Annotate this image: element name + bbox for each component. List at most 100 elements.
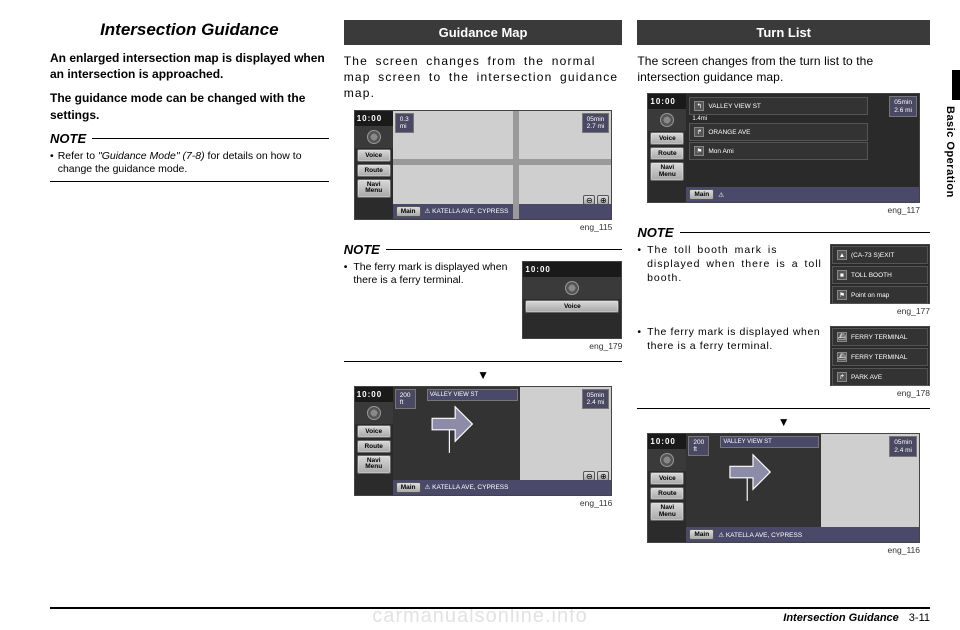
ferry-note-2: • The ferry mark is displayed when there…: [637, 326, 930, 386]
voice-button[interactable]: Voice: [525, 300, 619, 313]
route-button[interactable]: Route: [357, 164, 391, 177]
compass-icon: [355, 402, 393, 424]
street-badge: VALLEY VIEW ST: [720, 436, 819, 448]
rule: [344, 361, 623, 362]
turn-icon: ↰: [694, 101, 704, 111]
bottom-warn: ⚠: [718, 191, 724, 199]
dist-badge: 0.3 mi: [395, 113, 414, 133]
caption: eng_115: [354, 222, 613, 232]
footer-page: 3-11: [909, 612, 930, 624]
screenshot-guidance-2: 10:00 Voice Route Navi Menu 200 ft VALLE…: [354, 386, 613, 496]
voice-button[interactable]: Voice: [650, 472, 684, 485]
screenshot-turnlist-2: 10:00 Voice Route Navi Menu 200 ft VALLE…: [647, 433, 920, 543]
shield-icon: ▲: [837, 250, 847, 260]
bullet: •: [637, 326, 641, 338]
column-3: Turn List The screen changes from the tu…: [637, 20, 930, 565]
caption: eng_116: [647, 545, 920, 555]
bottom-street: ⚠ KATELLA AVE, CYPRESS: [425, 483, 509, 491]
ferry-note-text: The ferry mark is displayed when there i…: [647, 326, 824, 353]
ferry-note: • The ferry mark is displayed when there…: [344, 261, 623, 339]
turn-icon: ↱: [837, 372, 847, 382]
down-arrow-icon: ▼: [344, 368, 623, 382]
bullet: •: [344, 261, 348, 273]
compass-icon: [355, 126, 393, 148]
ferry-icon: ⛴: [837, 332, 847, 342]
rule: [637, 408, 930, 409]
main-button[interactable]: Main: [689, 189, 714, 200]
screenshot-toll: ▲(CA-73 S)EXIT ■TOLL BOOTH ⚑Point on map: [830, 244, 930, 304]
eta-badge: 05min 2.4 mi: [889, 436, 917, 456]
turn-list-text: The screen changes from the turn list to…: [637, 53, 930, 85]
screenshot-guidance-1: 10:00 Voice Route Navi Menu 0.3 mi 05min…: [354, 110, 613, 220]
page-content: Intersection Guidance An enlarged inters…: [0, 0, 960, 575]
caption: eng_117: [647, 205, 920, 215]
note-heading: NOTE: [344, 242, 623, 257]
row-dist: 1.4mi: [688, 116, 869, 122]
note-text: Refer to "Guidance Mode" (7-8) for detai…: [58, 150, 329, 177]
eta-badge: 05min 2.4 mi: [582, 389, 610, 409]
turn-icon: ↱: [694, 127, 704, 137]
turn-arrow-icon: [405, 401, 494, 459]
section-title: Intersection Guidance: [50, 20, 329, 40]
route-button[interactable]: Route: [650, 487, 684, 500]
main-button[interactable]: Main: [396, 206, 421, 217]
screenshot-ferry-2: ⛴FERRY TERMINAL ⛴FERRY TERMINAL ↱PARK AV…: [830, 326, 930, 386]
caption: eng_178: [637, 388, 930, 398]
bullet: •: [50, 150, 54, 177]
page-footer: Intersection Guidance 3-11: [50, 607, 930, 624]
column-2: Guidance Map The screen changes from the…: [344, 20, 623, 565]
voice-button[interactable]: Voice: [357, 149, 391, 162]
toll-note: • The toll booth mark is displayed when …: [637, 244, 930, 304]
guidance-map-header: Guidance Map: [344, 20, 623, 45]
list-item: ↰VALLEY VIEW ST: [689, 97, 868, 115]
ferry-icon: ⛴: [837, 352, 847, 362]
bullet: •: [637, 244, 641, 256]
rule: [50, 181, 329, 182]
navimenu-button[interactable]: Navi Menu: [357, 179, 391, 198]
note-list: • Refer to "Guidance Mode" (7-8) for det…: [50, 150, 329, 177]
list-item: ⚑Point on map: [832, 286, 928, 304]
screenshot-turnlist-1: 10:00 Voice Route Navi Menu 05min 2.6 mi…: [647, 93, 920, 203]
compass-icon: [648, 449, 686, 471]
list-item: ⚑Mon Ami: [689, 142, 868, 160]
intro-p1: An enlarged intersection map is displaye…: [50, 50, 329, 82]
navimenu-button[interactable]: Navi Menu: [650, 502, 684, 521]
down-arrow-icon: ▼: [637, 415, 930, 429]
street-badge: VALLEY VIEW ST: [427, 389, 518, 401]
main-button[interactable]: Main: [689, 529, 714, 540]
map-area: 200 ft VALLEY VIEW ST 05min 2.4 mi ⊖ ⊕ M…: [393, 387, 612, 495]
voice-button[interactable]: Voice: [650, 132, 684, 145]
caption: eng_179: [344, 341, 623, 351]
note-heading: NOTE: [50, 131, 329, 146]
voice-button[interactable]: Voice: [357, 425, 391, 438]
list-item: ⛴FERRY TERMINAL: [832, 328, 928, 346]
compass-icon: [523, 277, 621, 299]
map-area: 0.3 mi 05min 2.7 mi ⊖ ⊕ Main ⚠ KATELLA A…: [393, 111, 612, 219]
shot-time: 10:00: [648, 434, 686, 449]
shot-time: 10:00: [523, 262, 621, 277]
list-item: ■TOLL BOOTH: [832, 266, 928, 284]
turn-arrow-icon: [700, 449, 794, 507]
route-button[interactable]: Route: [650, 147, 684, 160]
turn-list-header: Turn List: [637, 20, 930, 45]
list-item: ↱PARK AVE: [832, 368, 928, 386]
main-button[interactable]: Main: [396, 482, 421, 493]
route-button[interactable]: Route: [357, 440, 391, 453]
list-area: 05min 2.6 mi ↰VALLEY VIEW ST 1.4mi ↱ORAN…: [686, 94, 919, 202]
map-area: 200 ft VALLEY VIEW ST 05min 2.4 mi Main …: [686, 434, 919, 542]
eta-badge: 05min 2.6 mi: [889, 96, 917, 116]
ferry-note-text: The ferry mark is displayed when there i…: [353, 261, 516, 288]
screenshot-ferry: 10:00 Voice: [522, 261, 622, 339]
list-item: ⛴FERRY TERMINAL: [832, 348, 928, 366]
shot-time: 10:00: [355, 387, 393, 402]
navimenu-button[interactable]: Navi Menu: [357, 455, 391, 474]
footer-title: Intersection Guidance: [783, 612, 899, 624]
column-1: Intersection Guidance An enlarged inters…: [50, 20, 329, 565]
toll-icon: ■: [837, 270, 847, 280]
caption: eng_177: [637, 306, 930, 316]
navimenu-button[interactable]: Navi Menu: [650, 162, 684, 181]
shot-time: 10:00: [648, 94, 686, 109]
caption: eng_116: [354, 498, 613, 508]
list-item: ↱ORANGE AVE: [689, 123, 868, 141]
toll-note-text: The toll booth mark is displayed when th…: [647, 244, 824, 285]
